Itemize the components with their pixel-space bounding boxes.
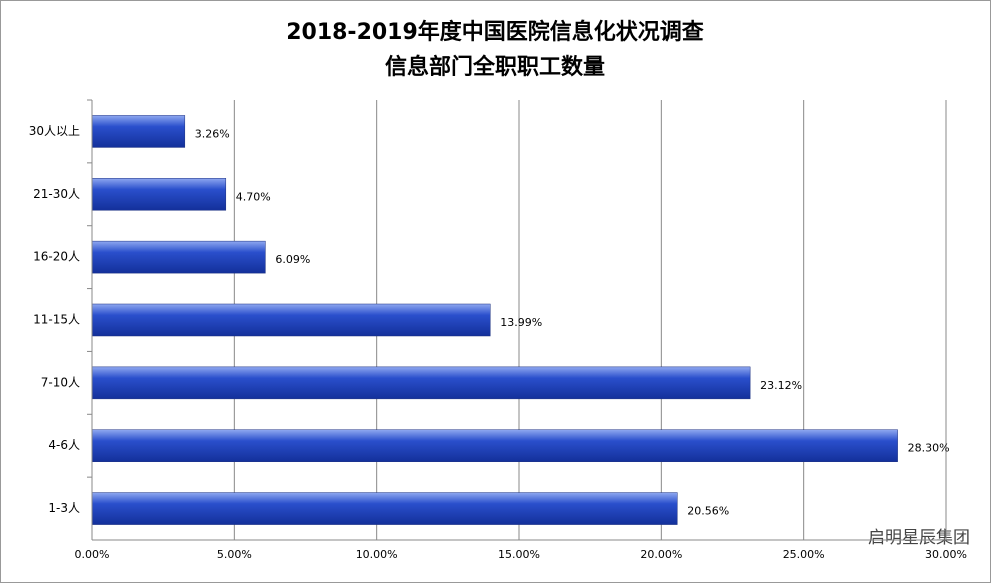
y-tick-label: 16-20人 (33, 250, 80, 264)
y-tick-label: 11-15人 (33, 313, 80, 327)
y-tick-label: 7-10人 (41, 375, 80, 389)
value-label: 3.26% (195, 127, 230, 140)
y-tick-label: 4-6人 (48, 438, 80, 452)
x-tick-label: 15.00% (498, 548, 540, 561)
bar (91, 303, 491, 337)
x-tick-label: 20.00% (640, 548, 682, 561)
bar (91, 366, 751, 400)
y-tick-label: 21-30人 (33, 187, 80, 201)
value-label: 23.12% (760, 379, 802, 392)
chart-title: 2018-2019年度中国医院信息化状况调查 (286, 19, 704, 45)
bar (91, 429, 898, 462)
value-label: 6.09% (275, 253, 310, 266)
chart-subtitle: 信息部门全职职工数量 (385, 54, 605, 80)
value-label: 28.30% (908, 442, 950, 455)
y-tick-label: 30人以上 (29, 124, 80, 138)
bar (91, 115, 186, 148)
x-tick-label: 0.00% (75, 548, 110, 561)
bar (91, 240, 266, 274)
y-tick-label: 1-3人 (48, 501, 80, 515)
watermark: 启明星辰集团 (868, 528, 970, 548)
bar (91, 492, 678, 525)
x-tick-label: 30.00% (925, 548, 967, 561)
bar (91, 178, 227, 211)
x-tick-label: 5.00% (217, 548, 252, 561)
value-label: 20.56% (687, 505, 729, 518)
value-label: 4.70% (236, 190, 271, 203)
value-label: 13.99% (500, 316, 542, 329)
x-tick-label: 25.00% (783, 548, 825, 561)
x-tick-label: 10.00% (356, 548, 398, 561)
